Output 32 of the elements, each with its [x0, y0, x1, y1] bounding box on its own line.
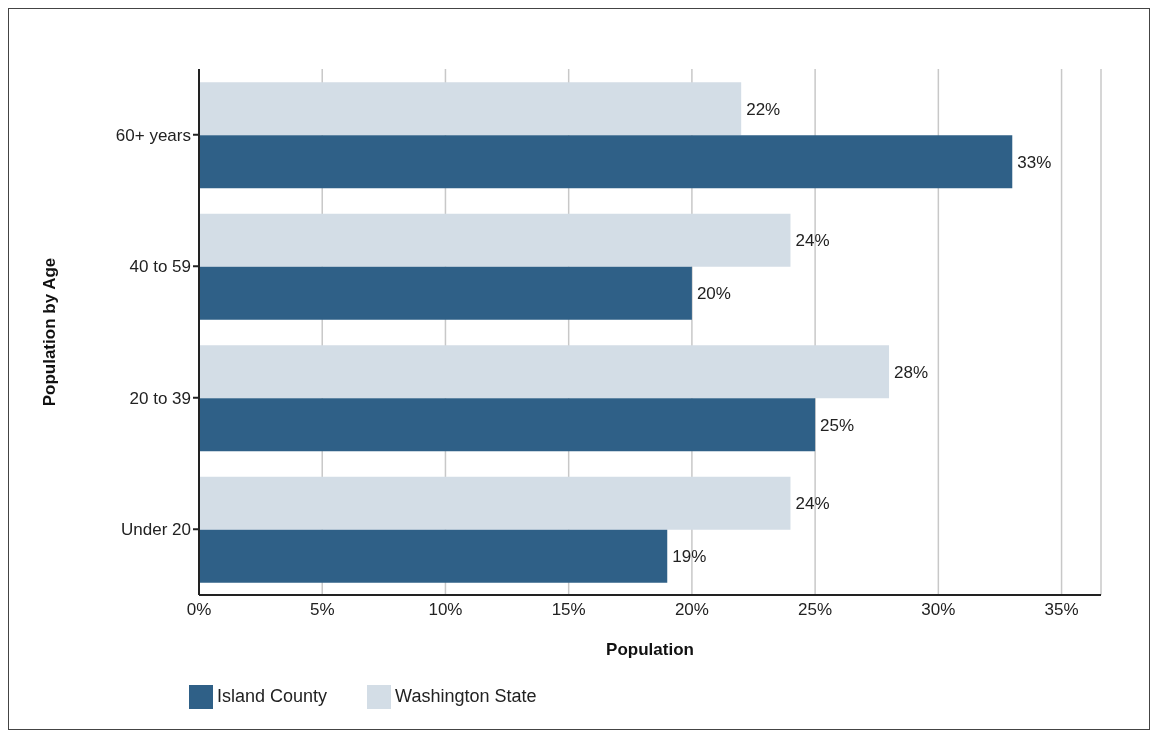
bar — [199, 345, 890, 399]
legend-label: Island County — [217, 685, 328, 706]
bar — [199, 266, 692, 320]
legend-label: Washington State — [395, 685, 537, 706]
data-label: 24% — [795, 494, 830, 514]
data-label: 33% — [1017, 152, 1052, 172]
x-tick-label: 35% — [1044, 600, 1079, 620]
y-tick-label: 20 to 39 — [129, 388, 191, 408]
y-tick-label: Under 20 — [121, 520, 191, 540]
bar — [199, 135, 1013, 189]
x-tick-label: 0% — [186, 600, 212, 620]
x-tick-label: 5% — [309, 600, 335, 620]
bar — [199, 476, 791, 530]
y-tick-label: 40 to 59 — [129, 257, 191, 277]
x-tick-label: 25% — [798, 600, 833, 620]
bar — [199, 213, 791, 267]
x-tick-label: 30% — [921, 600, 956, 620]
bar — [199, 398, 816, 452]
data-label: 22% — [746, 99, 781, 119]
data-label: 24% — [795, 231, 830, 251]
y-tick-label: 60+ years — [115, 125, 191, 145]
bar — [199, 529, 668, 583]
y-axis-title: Population by Age — [40, 257, 60, 407]
bar — [199, 82, 742, 136]
data-label: 20% — [696, 284, 731, 304]
x-tick-label: 10% — [428, 600, 463, 620]
x-tick-label: 15% — [551, 600, 586, 620]
x-axis-title: Population — [606, 640, 694, 659]
data-label: 25% — [820, 415, 855, 435]
data-label: 28% — [894, 362, 929, 382]
data-label: 19% — [672, 547, 707, 567]
x-tick-label: 20% — [674, 600, 709, 620]
